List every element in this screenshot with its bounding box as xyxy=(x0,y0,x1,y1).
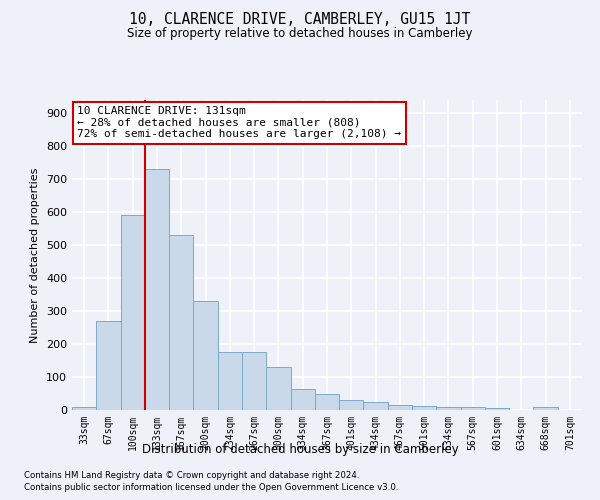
Bar xyxy=(266,367,290,410)
Text: 10, CLARENCE DRIVE, CAMBERLEY, GU15 1JT: 10, CLARENCE DRIVE, CAMBERLEY, GU15 1JT xyxy=(130,12,470,28)
Bar xyxy=(339,400,364,410)
Bar xyxy=(315,394,339,410)
Text: 10 CLARENCE DRIVE: 131sqm
← 28% of detached houses are smaller (808)
72% of semi: 10 CLARENCE DRIVE: 131sqm ← 28% of detac… xyxy=(77,106,401,140)
Bar xyxy=(145,170,169,410)
Y-axis label: Number of detached properties: Number of detached properties xyxy=(31,168,40,342)
Bar xyxy=(388,405,412,410)
Text: Contains HM Land Registry data © Crown copyright and database right 2024.: Contains HM Land Registry data © Crown c… xyxy=(24,471,359,480)
Text: Distribution of detached houses by size in Camberley: Distribution of detached houses by size … xyxy=(142,442,458,456)
Bar xyxy=(290,388,315,410)
Bar xyxy=(412,406,436,410)
Text: Size of property relative to detached houses in Camberley: Size of property relative to detached ho… xyxy=(127,28,473,40)
Bar xyxy=(364,402,388,410)
Bar xyxy=(169,235,193,410)
Bar xyxy=(96,321,121,410)
Bar xyxy=(533,406,558,410)
Bar xyxy=(193,301,218,410)
Bar xyxy=(218,352,242,410)
Bar xyxy=(436,406,461,410)
Bar xyxy=(72,406,96,410)
Bar xyxy=(242,352,266,410)
Bar xyxy=(121,216,145,410)
Bar xyxy=(485,408,509,410)
Text: Contains public sector information licensed under the Open Government Licence v3: Contains public sector information licen… xyxy=(24,484,398,492)
Bar xyxy=(461,408,485,410)
